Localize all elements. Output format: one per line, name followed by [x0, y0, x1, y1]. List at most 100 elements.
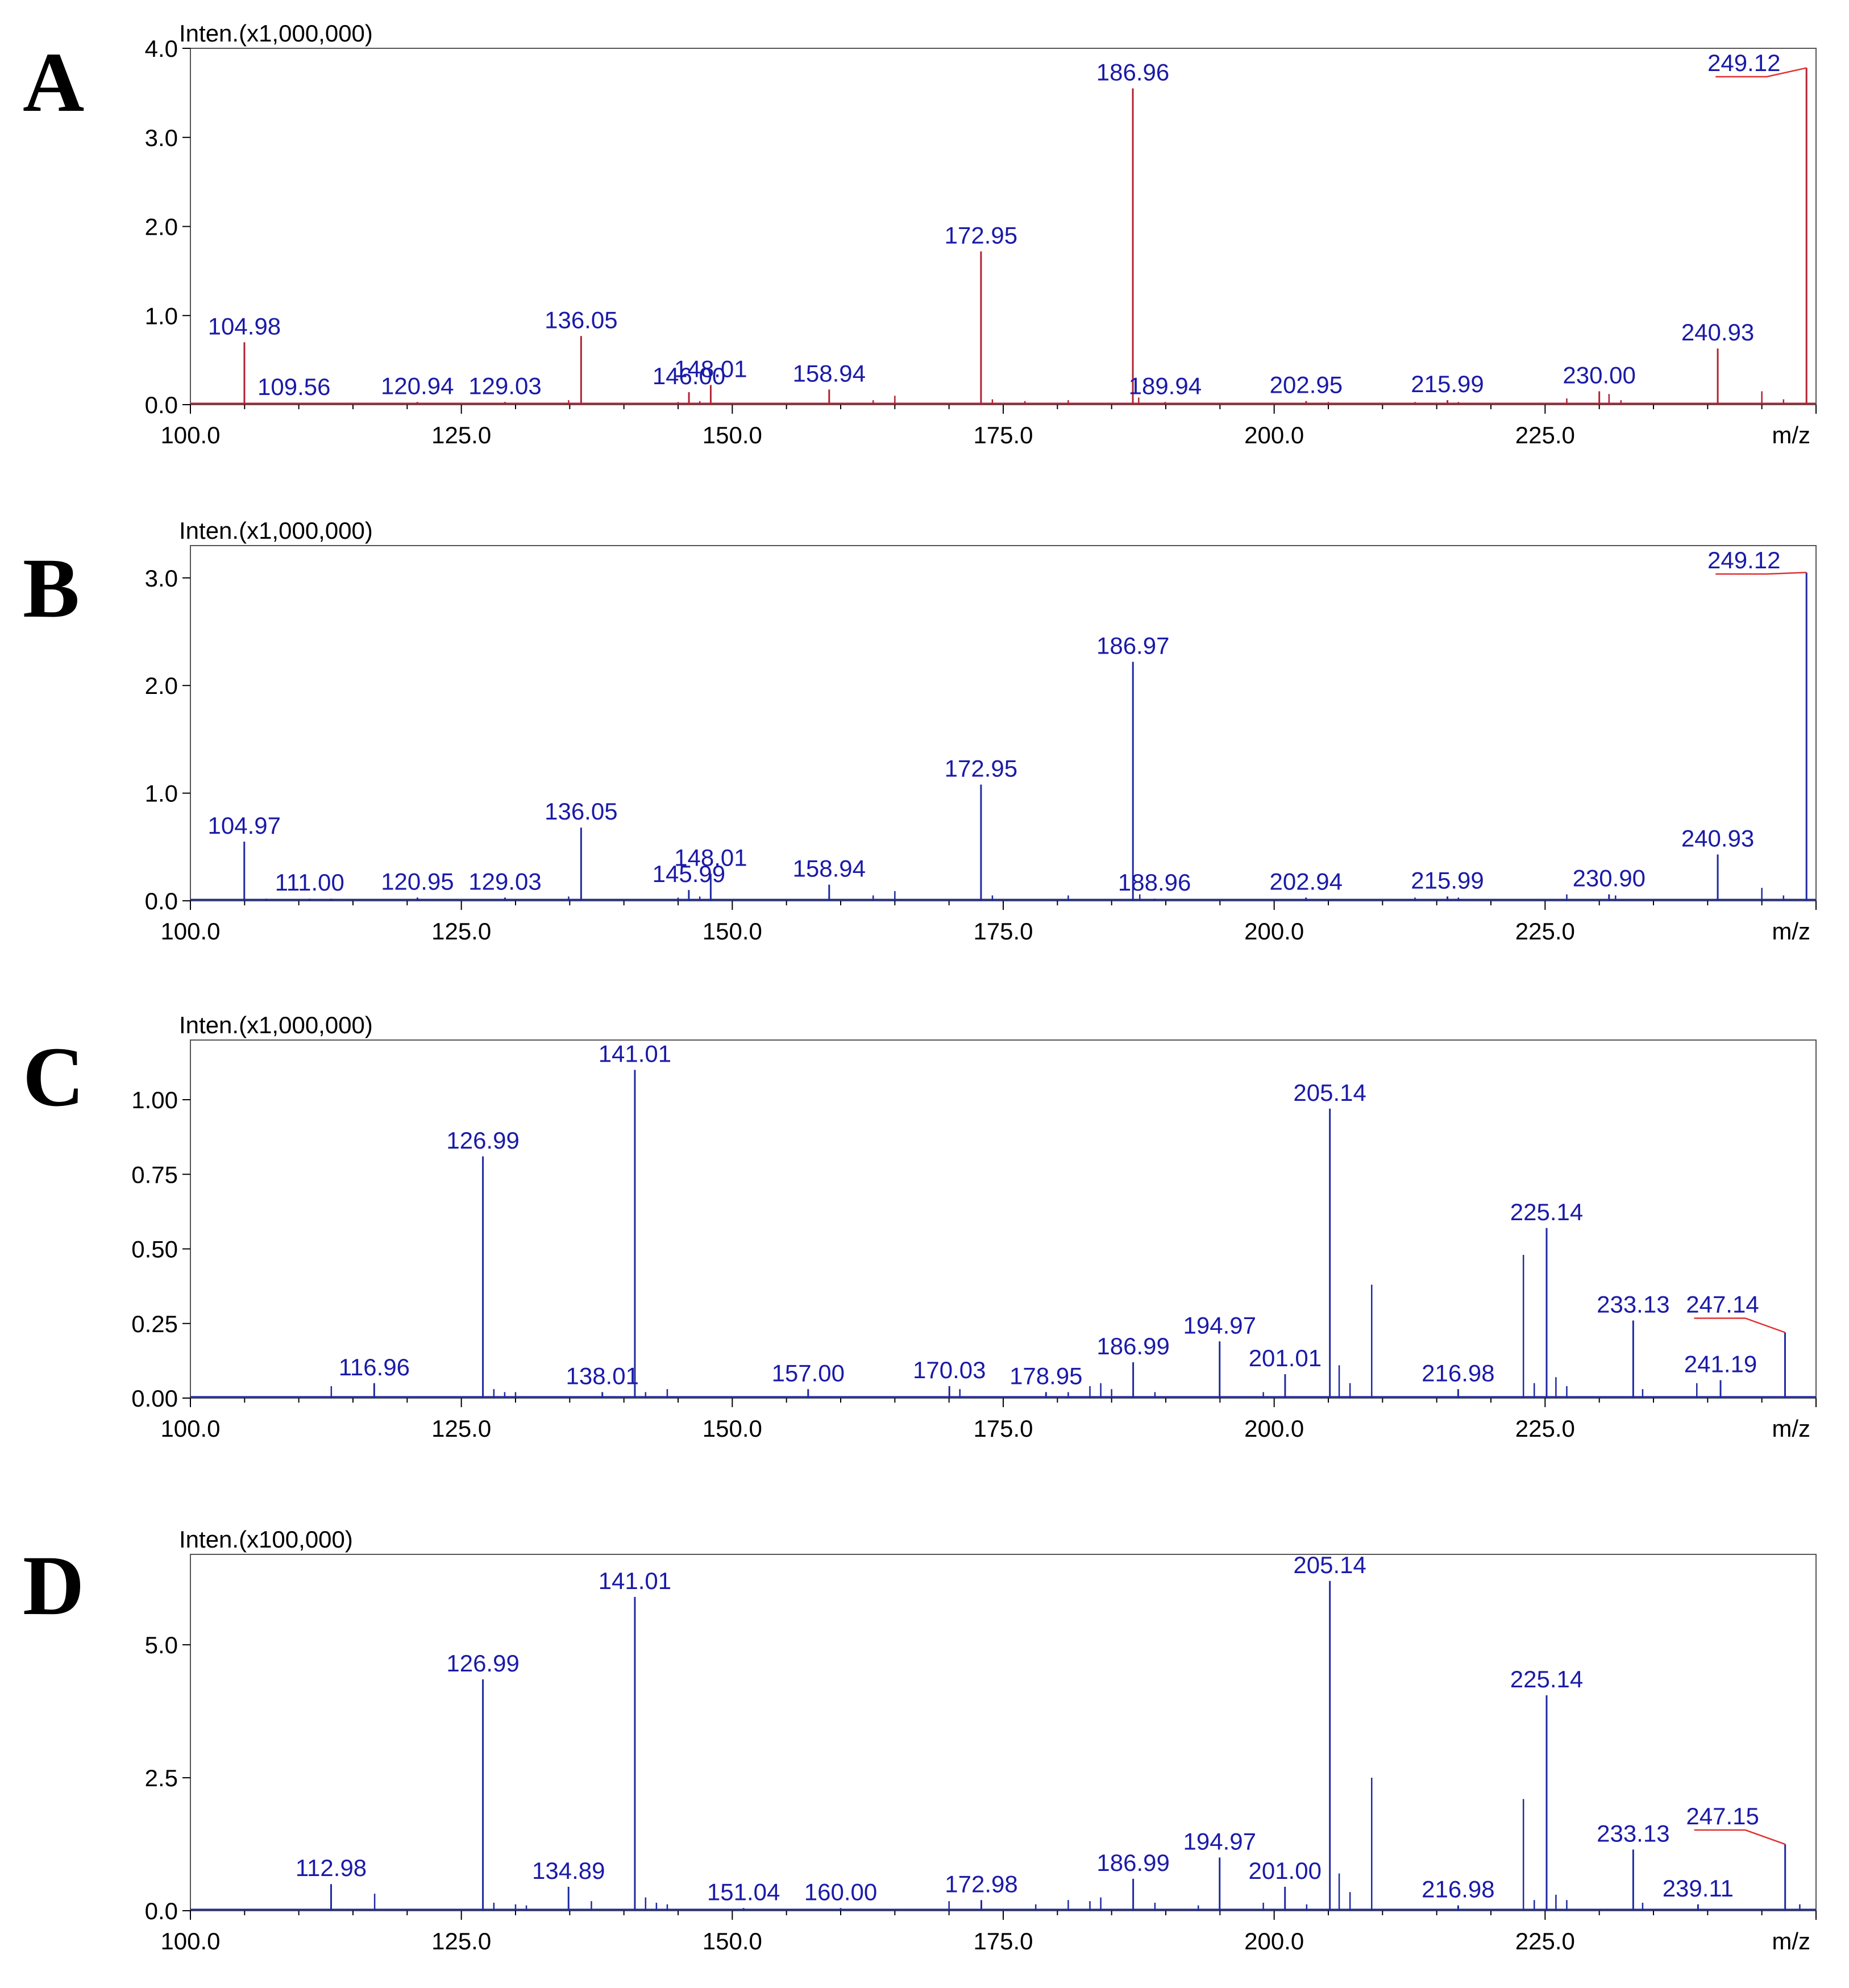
peak-label: 247.14	[1686, 1291, 1759, 1318]
x-tick-label: 225.0	[1515, 1415, 1575, 1442]
peak-label: 233.13	[1597, 1820, 1669, 1846]
peak-label: 249.12	[1707, 547, 1780, 573]
x-tick-label: 200.0	[1244, 1415, 1304, 1442]
peak-label: 194.97	[1183, 1312, 1256, 1338]
x-tick-label: 100.0	[160, 918, 220, 945]
peak-label: 120.94	[381, 372, 454, 399]
y-tick-label: 2.0	[145, 672, 178, 699]
peak-label: 129.03	[468, 868, 541, 895]
peak-label: 240.93	[1681, 319, 1754, 346]
peak-label: 138.01	[566, 1363, 638, 1390]
y-tick-label: 0.75	[131, 1161, 178, 1188]
x-tick-label: 100.0	[160, 1928, 220, 1954]
x-tick-label: 200.0	[1244, 918, 1304, 945]
peak-label: 225.14	[1510, 1666, 1583, 1692]
peak-label: 136.05	[545, 798, 617, 825]
y-axis-label: Inten.(x100,000)	[179, 1526, 353, 1553]
peak-label: 230.90	[1573, 865, 1646, 892]
y-tick-label: 3.0	[145, 565, 178, 592]
peak-label: 151.04	[707, 1878, 780, 1905]
peak-label: 241.19	[1684, 1351, 1757, 1378]
y-tick-label: 1.00	[131, 1087, 178, 1113]
spectrum-panel-a: A Inten.(x1,000,000) 0.0 1.0 2.0 3.0 4.0 100.0 1…	[23, 20, 1817, 448]
panel-letter: A	[23, 35, 84, 130]
peak-label: 172.95	[945, 222, 1017, 248]
peak-label: 141.01	[599, 1041, 671, 1067]
peak-label: 111.00	[275, 869, 344, 896]
peak-label: 146.00	[653, 363, 725, 389]
peak-label: 188.96	[1118, 869, 1191, 896]
y-tick-label: 2.5	[145, 1765, 178, 1791]
peak-label: 202.95	[1270, 372, 1343, 398]
peak-label: 205.14	[1293, 1552, 1366, 1578]
peak-label: 158.94	[793, 855, 866, 882]
peak-label: 145.99	[653, 860, 725, 887]
peak-label: 148.01	[674, 356, 747, 382]
peak-label: 233.13	[1597, 1291, 1669, 1318]
peak-label: 205.14	[1293, 1079, 1366, 1106]
peak-label: 194.97	[1183, 1828, 1256, 1854]
peak-label: 104.97	[208, 812, 281, 839]
peak-label: 249.12	[1707, 49, 1780, 76]
x-tick-label: 100.0	[160, 422, 220, 448]
x-tick-label: 225.0	[1515, 918, 1575, 945]
peak-label: 158.94	[793, 360, 866, 386]
peak-label: 202.94	[1269, 868, 1342, 895]
peak-label: 160.00	[804, 1878, 877, 1905]
y-tick-label: 3.0	[145, 124, 178, 151]
x-axis-label: m/z	[1772, 422, 1810, 448]
spectrum-panel-c: C Inten.(x1,000,000) 0.00 0.25 0.50 0.75 1.00 1…	[23, 1012, 1817, 1442]
x-tick-label: 175.0	[973, 422, 1033, 448]
panel-letter: D	[23, 1538, 84, 1633]
peak-label: 230.00	[1563, 361, 1635, 388]
x-tick-label: 225.0	[1515, 1928, 1575, 1954]
x-tick-label: 150.0	[703, 918, 762, 945]
peak-label: 189.94	[1129, 372, 1202, 399]
peak-label: 201.01	[1249, 1345, 1322, 1371]
peak-label: 136.05	[545, 306, 617, 333]
y-tick-label: 0.0	[145, 1898, 178, 1924]
peak-label: 215.99	[1411, 371, 1484, 397]
x-tick-label: 200.0	[1244, 1928, 1304, 1954]
y-tick-label: 0.25	[131, 1311, 178, 1337]
y-axis-label: Inten.(x1,000,000)	[179, 1012, 373, 1038]
y-tick-label: 2.0	[145, 214, 178, 240]
x-tick-label: 150.0	[703, 422, 762, 448]
peak-label: 240.93	[1681, 825, 1754, 852]
peak-label: 186.99	[1096, 1333, 1169, 1359]
peak-label: 126.99	[446, 1650, 519, 1677]
y-tick-label: 0.0	[145, 888, 178, 914]
peak-leader-line	[1715, 67, 1807, 78]
spectrum-panel-b: B Inten.(x1,000,000) 0.0 1.0 2.0 3.0 100.0 125.…	[23, 517, 1817, 945]
peak-label: 216.98	[1422, 1876, 1494, 1903]
peak-label: 172.98	[945, 1870, 1017, 1897]
peak-label: 148.01	[674, 845, 747, 871]
peak-label: 186.99	[1096, 1849, 1169, 1876]
peak-label: 157.00	[772, 1359, 845, 1386]
peak-label: 186.96	[1096, 59, 1169, 86]
y-axis-label: Inten.(x1,000,000)	[179, 20, 373, 47]
y-tick-label: 1.0	[145, 302, 178, 329]
peak-leader-line	[1694, 1317, 1785, 1333]
peak-label: 215.99	[1411, 867, 1484, 893]
x-tick-label: 150.0	[703, 1415, 762, 1442]
x-tick-label: 125.0	[431, 1415, 491, 1442]
peak-label: 104.98	[208, 313, 281, 339]
peak-label: 141.01	[599, 1567, 671, 1594]
peak-label: 172.95	[945, 755, 1017, 781]
x-tick-label: 125.0	[431, 1928, 491, 1954]
x-tick-label: 125.0	[431, 918, 491, 945]
y-axis-label: Inten.(x1,000,000)	[179, 517, 373, 544]
peak-leader-line	[1715, 572, 1807, 575]
y-tick-label: 1.0	[145, 780, 178, 807]
x-tick-label: 175.0	[973, 1415, 1033, 1442]
plot-frame	[190, 545, 1817, 901]
peak-label: 247.15	[1686, 1803, 1759, 1829]
y-tick-label: 0.50	[131, 1236, 178, 1263]
peak-label: 186.97	[1096, 633, 1169, 659]
peak-label: 170.03	[913, 1357, 986, 1383]
y-tick-label: 5.0	[145, 1632, 178, 1658]
x-axis-label: m/z	[1772, 1928, 1810, 1954]
x-tick-label: 200.0	[1244, 422, 1304, 448]
